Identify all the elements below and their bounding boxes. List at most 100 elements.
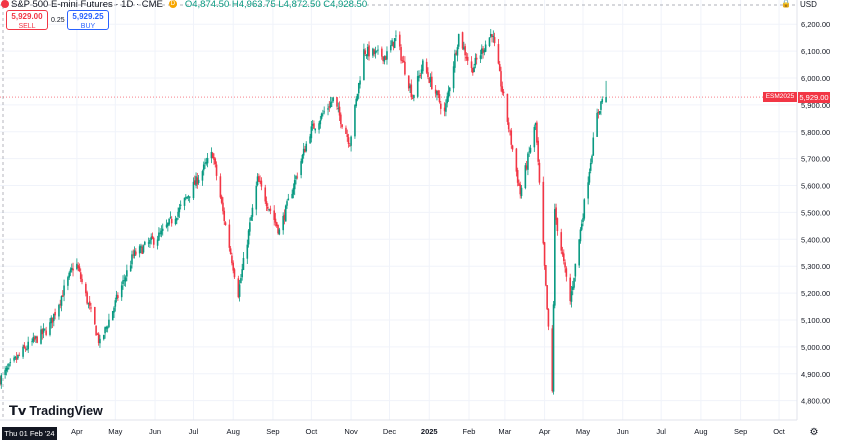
candle-body bbox=[546, 285, 548, 310]
candle-body bbox=[464, 46, 466, 56]
candle-body bbox=[480, 48, 483, 55]
candle-body bbox=[393, 38, 396, 48]
candle bbox=[192, 177, 195, 200]
candle-body bbox=[170, 218, 173, 224]
candle-body bbox=[295, 176, 297, 180]
candle bbox=[142, 244, 145, 254]
candle bbox=[246, 239, 249, 264]
candle bbox=[220, 194, 223, 205]
candle bbox=[374, 46, 377, 59]
candle-body bbox=[14, 356, 17, 359]
lock-icon[interactable]: 🔒 bbox=[781, 0, 791, 8]
candle bbox=[488, 37, 491, 48]
candle-body bbox=[452, 66, 455, 89]
candle bbox=[357, 82, 360, 99]
candle bbox=[250, 215, 252, 221]
candle-body bbox=[0, 375, 3, 385]
candle-body bbox=[473, 66, 475, 73]
price-axis: 4,800.00 4,900.00 5,000.00 5,100.00 5,200.00… bbox=[796, 0, 830, 420]
last-price-symbol-tag: ESM2025 bbox=[763, 92, 797, 103]
candle bbox=[429, 73, 432, 87]
candle-body bbox=[443, 107, 446, 112]
candle bbox=[211, 151, 214, 159]
candle bbox=[500, 66, 502, 92]
candle bbox=[448, 86, 451, 97]
candle-body bbox=[472, 67, 474, 73]
symbol-header: S&P 500 E-mini Futures · 1D · CME D O4,874… bbox=[0, 0, 790, 10]
candle bbox=[147, 237, 150, 248]
candle bbox=[480, 44, 483, 60]
candle bbox=[311, 119, 314, 131]
candle bbox=[356, 93, 359, 102]
candle-body bbox=[341, 124, 343, 128]
candle-body bbox=[427, 72, 429, 78]
candle-body bbox=[390, 45, 392, 51]
price-tick-label: 5,500.00 bbox=[801, 208, 830, 217]
candle-body bbox=[249, 222, 251, 232]
candle bbox=[78, 263, 81, 273]
candle-body bbox=[538, 162, 541, 183]
candle bbox=[232, 260, 235, 274]
candle-body bbox=[475, 57, 478, 60]
candle bbox=[422, 58, 424, 75]
candle-body bbox=[359, 80, 361, 85]
candle-body bbox=[113, 307, 115, 313]
candle-body bbox=[8, 363, 10, 367]
candle-body bbox=[510, 130, 513, 145]
currency-label[interactable]: USD bbox=[800, 0, 817, 9]
candle bbox=[592, 132, 595, 156]
candle-body bbox=[418, 75, 420, 78]
candle bbox=[493, 32, 496, 47]
time-tick-label: Oct bbox=[773, 427, 786, 436]
candle-body bbox=[22, 346, 24, 357]
sell-button[interactable]: 5,929.00 SELL bbox=[6, 10, 48, 30]
candle bbox=[108, 313, 110, 328]
candle bbox=[491, 33, 493, 43]
candle-body bbox=[240, 278, 242, 284]
candle bbox=[115, 290, 118, 303]
candle bbox=[97, 332, 100, 346]
candle-body bbox=[386, 51, 388, 60]
candle bbox=[296, 172, 299, 180]
candle bbox=[85, 282, 87, 297]
candle-body bbox=[214, 158, 217, 165]
candle-body bbox=[184, 197, 187, 199]
candle-body bbox=[36, 336, 38, 343]
buy-price: 5,929.25 bbox=[72, 12, 104, 21]
candle-body bbox=[579, 229, 582, 242]
candle-body bbox=[300, 161, 302, 176]
candle-body bbox=[489, 33, 492, 37]
buy-button[interactable]: 5,929.25 BUY bbox=[67, 10, 109, 30]
candle bbox=[445, 99, 447, 117]
candle-body bbox=[114, 300, 117, 307]
candle bbox=[5, 365, 8, 376]
candle bbox=[509, 129, 511, 136]
candle bbox=[419, 73, 422, 79]
candle-body bbox=[106, 327, 109, 329]
candle-body bbox=[196, 177, 199, 185]
price-tick-label: 5,400.00 bbox=[801, 235, 830, 244]
candle-body bbox=[284, 205, 287, 222]
tradingview-logo-icon: 𝗧𝘃 bbox=[9, 403, 27, 418]
settings-icon[interactable]: ⚙ bbox=[809, 427, 819, 438]
candle bbox=[213, 153, 215, 165]
candle bbox=[409, 83, 411, 94]
candle bbox=[327, 103, 329, 116]
candle-body bbox=[527, 153, 529, 170]
candle bbox=[456, 44, 459, 62]
candle bbox=[569, 273, 572, 305]
candle bbox=[571, 280, 574, 296]
candle bbox=[401, 56, 404, 64]
candle-body bbox=[186, 196, 188, 199]
candle-body bbox=[187, 196, 190, 198]
candle bbox=[102, 334, 105, 341]
candle bbox=[516, 167, 519, 187]
tradingview-logo[interactable]: 𝗧𝘃 TradingView bbox=[9, 403, 103, 419]
candle bbox=[268, 208, 270, 212]
candle bbox=[51, 317, 54, 328]
candle-body bbox=[161, 228, 164, 231]
candle bbox=[347, 133, 350, 148]
candle-body bbox=[85, 283, 87, 294]
